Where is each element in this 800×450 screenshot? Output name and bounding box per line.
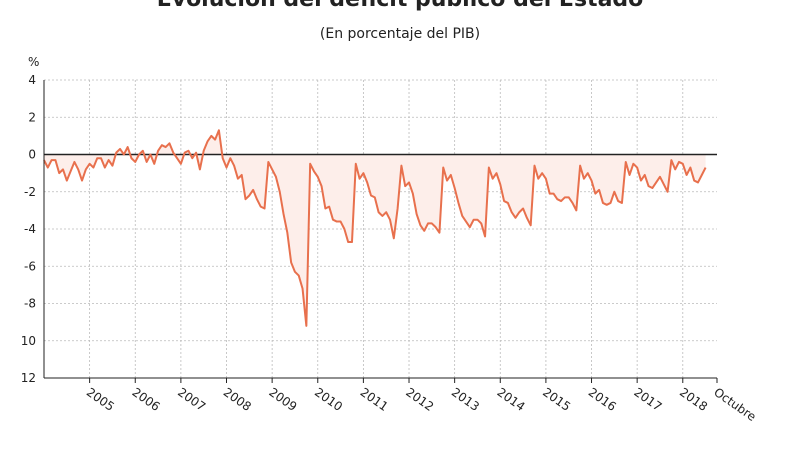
x-tick-label: 2005: [84, 385, 117, 414]
series-area: [44, 130, 706, 326]
x-tick-label: 2007: [175, 385, 208, 414]
y-tick-label: -4: [24, 222, 36, 236]
x-tick-label: 2012: [403, 385, 436, 414]
y-tick-label: -8: [24, 297, 36, 311]
x-tick-label: 2018: [677, 385, 710, 414]
x-tick-label: 2016: [586, 385, 619, 414]
y-tick-label: 0: [28, 148, 36, 162]
x-tick-label: 2014: [495, 385, 528, 414]
y-tick-label: 2: [28, 110, 36, 124]
x-tick-label: 2010: [312, 385, 345, 414]
x-tick-label: 2015: [540, 385, 573, 414]
x-tick-label: Octubre: [711, 385, 758, 424]
x-tick-label: 2011: [358, 385, 391, 414]
x-tick-label: 2008: [221, 385, 254, 414]
series-line: [43, 129, 707, 327]
y-tick-label: -6: [24, 259, 36, 273]
y-axis-unit-label: %: [28, 55, 39, 69]
x-tick-label: 2006: [130, 385, 163, 414]
y-tick-label: 4: [28, 73, 36, 87]
chart-title: Evolución del déficit público del Estado: [157, 0, 644, 12]
x-tick-label: 2009: [266, 385, 299, 414]
y-tick-label: 10: [21, 334, 36, 348]
y-tick-label: 12: [21, 371, 36, 385]
x-tick-label: 2017: [631, 385, 664, 414]
x-tick-label: 2013: [449, 385, 482, 414]
plot-area: 4 2 0 -2 -4 -6 -8 10 12 2005 2006 2007 2008 2009 2010 2…: [21, 73, 759, 424]
y-tick-label: -2: [24, 185, 36, 199]
chart-subtitle: (En porcentaje del PIB): [320, 26, 480, 42]
